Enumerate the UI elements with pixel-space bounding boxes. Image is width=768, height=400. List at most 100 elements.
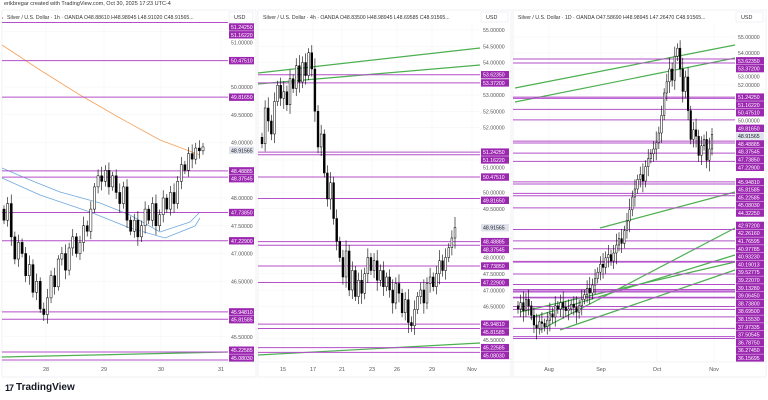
level-price-label — [736, 354, 764, 362]
candle-body — [692, 129, 695, 140]
candle — [519, 294, 522, 317]
symbol-title[interactable]: Silver / U.S. Dollar · 1D · OANDA O47.58… — [518, 15, 705, 21]
level-price-label — [481, 343, 509, 352]
candle-body — [438, 260, 441, 274]
candle — [665, 73, 668, 101]
time-tick: 17 — [310, 367, 316, 373]
symbol-title[interactable]: Silver / U.S. Dollar · 1h · OANDA O48.88… — [7, 15, 194, 21]
candle — [118, 183, 122, 213]
candle-body — [360, 280, 363, 294]
candle-body — [540, 321, 543, 324]
candle-body — [176, 181, 180, 204]
candle — [385, 272, 388, 292]
candle — [567, 299, 570, 321]
candle — [604, 251, 607, 274]
candle — [169, 185, 172, 216]
currency-button[interactable] — [480, 11, 509, 23]
trendline[interactable] — [514, 44, 736, 89]
trendline[interactable] — [599, 191, 736, 229]
candle — [410, 316, 413, 332]
candle — [564, 301, 567, 317]
candle — [82, 216, 85, 252]
candle-body — [570, 303, 573, 310]
candle-body — [410, 322, 413, 326]
candle-body — [559, 302, 562, 310]
candle-body — [357, 280, 360, 297]
candle — [444, 248, 447, 280]
candle — [56, 255, 60, 291]
trendline[interactable] — [514, 57, 736, 103]
candle — [151, 197, 154, 227]
currency-button[interactable] — [228, 11, 254, 23]
candle — [366, 248, 370, 283]
candle — [267, 97, 270, 132]
tradingview-logo-icon: 17 — [5, 382, 14, 393]
candle-body — [575, 307, 578, 313]
candle-body — [319, 133, 323, 148]
trendline[interactable] — [519, 261, 736, 313]
level-price-text: 39.22070 — [738, 278, 760, 284]
candle — [147, 205, 151, 225]
level-price-text: 38.69500 — [738, 309, 760, 315]
level-price-label — [736, 101, 764, 109]
candle — [548, 302, 551, 332]
level-price-text: 48.48885 — [738, 142, 760, 148]
level-price-text: 49.81650 — [231, 95, 253, 101]
level-price-label — [229, 56, 254, 65]
candle-body — [85, 225, 89, 232]
price-tick: 49.50000 — [231, 113, 253, 119]
symbol-title[interactable]: Silver / U.S. Dollar · 4h · OANDA O48.83… — [263, 15, 450, 21]
currency-button[interactable] — [735, 11, 764, 23]
candle — [530, 301, 533, 321]
candle-body — [194, 147, 198, 160]
trendline[interactable] — [257, 47, 481, 74]
trendline[interactable] — [257, 342, 481, 356]
candle-body — [60, 253, 64, 260]
candle-body — [169, 192, 172, 210]
candle-body — [450, 237, 454, 248]
candle — [692, 121, 695, 148]
price-tick: 48.00000 — [231, 196, 253, 202]
level-price-label — [736, 307, 764, 315]
candle-body — [432, 276, 435, 287]
level-price-label — [736, 291, 764, 300]
price-tick: 45.50000 — [231, 335, 253, 341]
chart-pane-1[interactable]: 51.24250 51.16220 51.00000 50.47510 50.00000… — [1, 9, 257, 378]
candle-body — [385, 276, 388, 287]
trendline[interactable] — [559, 269, 736, 331]
price-tick: 54.00000 — [483, 61, 505, 67]
chart-pane-2[interactable]: 55.00000 54.50000 54.00000 53.62350 53.37200… — [257, 9, 512, 378]
level-price-text: 51.16220 — [738, 103, 760, 109]
candle-body — [323, 133, 326, 174]
candle-body — [382, 270, 385, 287]
level-price-label — [736, 346, 764, 354]
candle — [554, 296, 557, 327]
level-price-label — [736, 178, 764, 186]
level-price-text: 51.24250 — [738, 95, 760, 101]
level-price-text: 48.48885 — [231, 169, 253, 175]
level-price-text: 42.26160 — [738, 231, 760, 237]
candle-body — [13, 236, 17, 260]
candle-body — [198, 147, 201, 152]
candle-body — [263, 107, 267, 144]
candle-body — [676, 47, 679, 57]
level-price-label — [736, 268, 764, 276]
trendline[interactable] — [1, 351, 229, 358]
level-price-text: 37.50545 — [738, 333, 760, 339]
candle — [599, 256, 602, 281]
tradingview-logo[interactable]: 17 TradingView — [5, 382, 75, 393]
candle — [360, 269, 363, 304]
candle — [260, 132, 264, 149]
level-price-label — [229, 308, 254, 316]
candle-body — [681, 68, 684, 92]
trendline[interactable] — [539, 227, 736, 331]
chart-pane-3[interactable]: 55.00000 54.00000 53.62350 53.3720053.00000… — [512, 9, 767, 378]
candle-body — [100, 175, 104, 182]
level-price-label — [736, 284, 764, 292]
time-tick: 21 — [339, 367, 345, 373]
candle — [93, 183, 96, 213]
candle — [631, 190, 634, 217]
candle-body — [9, 203, 13, 238]
candle — [562, 291, 565, 319]
